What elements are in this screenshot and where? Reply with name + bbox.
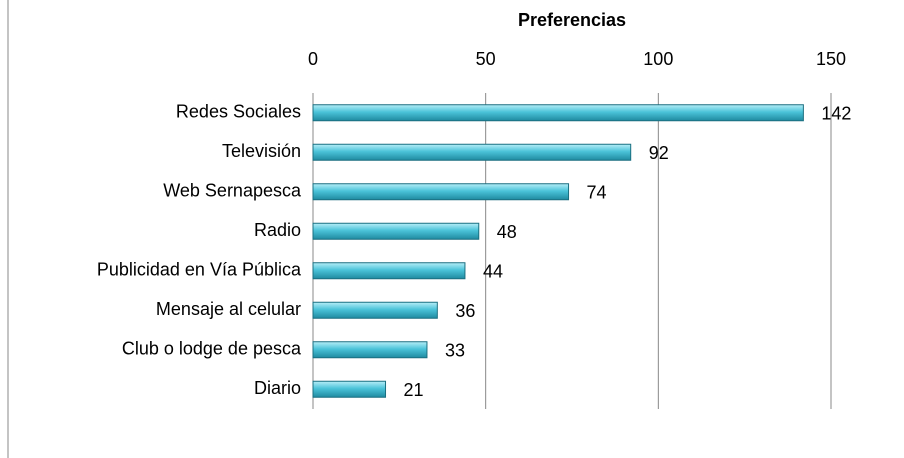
y-tick-label: Publicidad en Vía Pública: [97, 260, 302, 280]
value-label: 92: [649, 143, 669, 163]
bar: [312, 380, 387, 398]
bar: [312, 301, 438, 319]
x-tick-label: 0: [308, 49, 318, 69]
y-tick-label: Radio: [254, 220, 301, 240]
value-label: 33: [445, 341, 465, 361]
y-tick-label: Televisión: [222, 141, 301, 161]
y-tick-label: Web Sernapesca: [163, 181, 302, 201]
bar: [312, 262, 466, 280]
value-label: 142: [821, 104, 851, 124]
value-label: 21: [404, 380, 424, 400]
bar: [312, 104, 804, 122]
x-tick-label: 100: [643, 49, 673, 69]
y-tick-label: Club o lodge de pesca: [122, 339, 302, 359]
value-label: 74: [587, 183, 607, 203]
chart-title: Preferencias: [518, 10, 626, 30]
bar: [312, 143, 632, 161]
y-tick-label: Redes Sociales: [176, 102, 301, 122]
x-tick-label: 150: [816, 49, 846, 69]
value-label: 48: [497, 222, 517, 242]
bar: [312, 341, 428, 359]
y-tick-label: Mensaje al celular: [156, 299, 301, 319]
y-tick-label: Diario: [254, 378, 301, 398]
x-tick-label: 50: [476, 49, 496, 69]
value-label: 36: [455, 301, 475, 321]
value-label: 44: [483, 262, 503, 282]
bar: [312, 222, 480, 240]
bar: [312, 183, 570, 201]
